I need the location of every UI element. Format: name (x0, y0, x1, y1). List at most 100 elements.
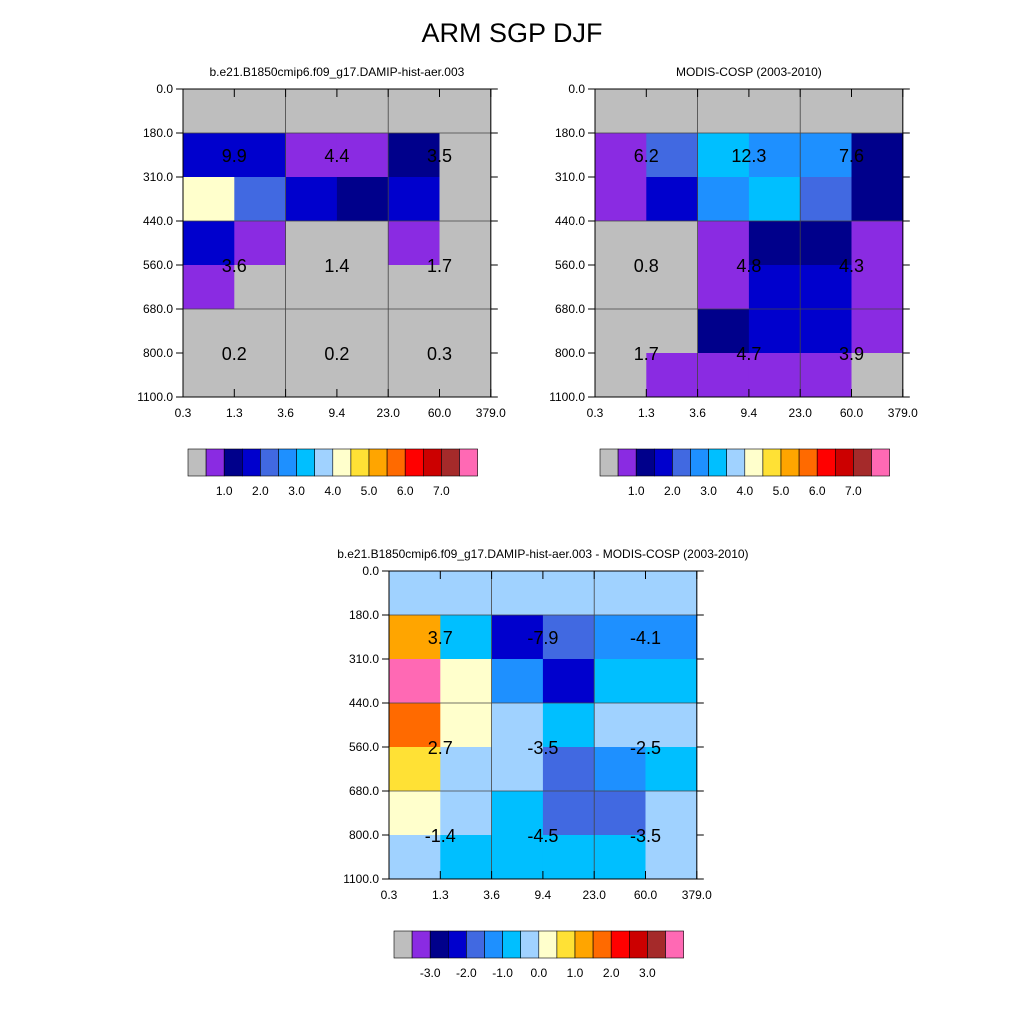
heatmap-cell (183, 133, 235, 178)
heatmap-cell (234, 309, 287, 354)
heatmap-cell (491, 571, 544, 616)
panel-1: b.e21.B1850cmip6.f09_g17.DAMIP-hist-aer.… (137, 65, 506, 498)
heatmap-cell (748, 309, 801, 354)
colorbar-swatch (635, 448, 655, 477)
panel-3: b.e21.B1850cmip6.f09_g17.DAMIP-hist-aer.… (337, 547, 748, 980)
heatmap-cell (234, 221, 287, 266)
colorbar-label: 2.0 (603, 966, 620, 980)
heatmap-cell (594, 571, 646, 616)
heatmap-cell (491, 659, 544, 704)
heatmap-cell (336, 133, 389, 178)
data-label: 0.2 (324, 344, 349, 364)
y-tick-label: 560.0 (555, 258, 585, 272)
colorbar-swatch (260, 448, 279, 477)
colorbar-swatch (690, 448, 709, 477)
heatmap-cell (285, 133, 338, 178)
heatmap-cell (388, 221, 440, 266)
colorbar-swatch (422, 448, 442, 477)
heatmap-cell (542, 703, 595, 748)
colorbar-swatch (368, 448, 388, 477)
x-tick-label: 379.0 (476, 406, 506, 420)
heatmap-cell (440, 659, 493, 704)
heatmap-cell (800, 221, 852, 266)
heatmap-cell (542, 659, 595, 704)
page-title: ARM SGP DJF (421, 18, 603, 48)
colorbar-swatch (314, 448, 334, 477)
y-tick-label: 560.0 (349, 740, 379, 754)
x-tick-label: 1.3 (226, 406, 243, 420)
colorbar-label: 4.0 (736, 484, 753, 498)
heatmap-cell (748, 265, 801, 310)
x-tick-label: 60.0 (428, 406, 452, 420)
heatmap-cell (285, 265, 338, 310)
data-label: 9.9 (222, 146, 247, 166)
x-tick-label: 379.0 (888, 406, 918, 420)
heatmap-cell (851, 177, 904, 222)
heatmap-cell (851, 353, 904, 398)
x-tick-label: 0.3 (175, 406, 192, 420)
data-label: 4.4 (324, 146, 349, 166)
colorbar-swatch (447, 930, 467, 959)
colorbar-swatch (538, 930, 558, 959)
heatmap-cell (645, 835, 698, 880)
panel-title: b.e21.B1850cmip6.f09_g17.DAMIP-hist-aer.… (337, 547, 748, 561)
heatmap-cell (234, 89, 287, 134)
heatmap-cell (285, 221, 338, 266)
data-label: 4.3 (839, 256, 864, 276)
colorbar-swatch (871, 448, 890, 477)
colorbar-swatch (599, 448, 619, 477)
heatmap-cell (439, 89, 492, 134)
heatmap-cell (594, 659, 646, 704)
heatmap-cell (646, 353, 699, 398)
panel-title: b.e21.B1850cmip6.f09_g17.DAMIP-hist-aer.… (209, 65, 464, 79)
heatmap-cell (336, 89, 389, 134)
data-label: 4.7 (736, 344, 761, 364)
data-label: 12.3 (731, 146, 766, 166)
heatmap-cell (285, 89, 338, 134)
data-label: 1.4 (324, 256, 349, 276)
y-tick-label: 680.0 (349, 784, 379, 798)
heatmap-cell (183, 353, 235, 398)
colorbar-label: 6.0 (397, 484, 414, 498)
heatmap-cell (800, 133, 852, 178)
colorbar-label: 5.0 (773, 484, 790, 498)
colorbar-swatch (653, 448, 673, 477)
heatmap-cell (388, 309, 440, 354)
heatmap-cell (851, 309, 904, 354)
data-label: -1.4 (425, 826, 456, 846)
panel-2: MODIS-COSP (2003-2010) 0.3 1.3 3.6 9.4 23.0 60… (549, 65, 918, 498)
heatmap-cell (595, 177, 647, 222)
colorbar-label: 1.0 (628, 484, 645, 498)
y-tick-label: 180.0 (349, 608, 379, 622)
data-label: 4.8 (736, 256, 761, 276)
heatmap-cell (646, 309, 699, 354)
data-label: 3.6 (222, 256, 247, 276)
heatmap-cell (336, 265, 389, 310)
colorbar-label: 3.0 (700, 484, 717, 498)
heatmap-cell (800, 353, 852, 398)
x-tick-label: 60.0 (840, 406, 864, 420)
heatmap-cell (439, 265, 492, 310)
heatmap-cell (748, 89, 801, 134)
colorbar-swatch (223, 448, 243, 477)
heatmap-cell (336, 177, 389, 222)
y-tick-label: 560.0 (143, 258, 173, 272)
x-tick-label: 0.3 (381, 888, 398, 902)
heatmap-cell (440, 747, 493, 792)
y-tick-label: 680.0 (143, 302, 173, 316)
heatmap-cell (800, 177, 852, 222)
heatmap-cell (542, 791, 595, 836)
y-tick-label: 0.0 (362, 564, 379, 578)
data-label: 6.2 (634, 146, 659, 166)
heatmap-cell (645, 747, 698, 792)
x-tick-label: 9.4 (329, 406, 346, 420)
colorbar-swatch (404, 448, 424, 477)
y-tick-label: 310.0 (555, 170, 585, 184)
colorbar-label: 2.0 (252, 484, 269, 498)
y-tick-label: 440.0 (349, 696, 379, 710)
colorbar-swatch (816, 448, 836, 477)
heatmap-cell (748, 177, 801, 222)
heatmap-cell (440, 703, 493, 748)
colorbar-swatch (744, 448, 764, 477)
